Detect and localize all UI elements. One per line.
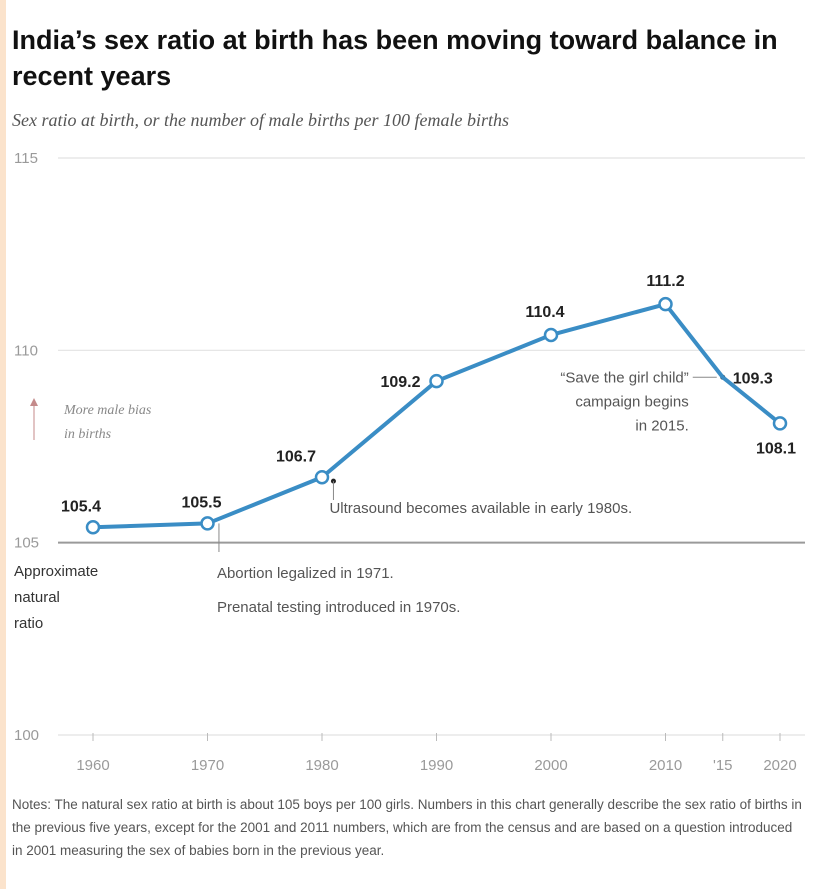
data-point-1990 <box>429 373 444 389</box>
bias-label-line: in births <box>64 427 112 442</box>
data-point-2020 <box>772 416 788 431</box>
data-label-2015: 109.3 <box>733 370 773 387</box>
gridlines <box>58 157 805 736</box>
series-line <box>91 302 782 530</box>
data-points <box>85 296 788 535</box>
data-label-1990: 109.2 <box>380 374 420 391</box>
chart-notes: Notes: The natural sex ratio at birth is… <box>12 797 802 858</box>
y-tick-label-105: 105 <box>14 535 39 552</box>
x-tick-label-1990: 1990 <box>420 757 453 774</box>
annotation-campaign-line: campaign begins <box>575 393 688 410</box>
x-tick-label-1980: 1980 <box>305 757 338 774</box>
annotations: Approximate natural ratio More male bias in … <box>14 369 726 632</box>
y-tick-label-100: 100 <box>14 727 39 744</box>
annotation-abortion: Abortion legalized in 1971. <box>217 565 394 582</box>
data-label-1970: 105.5 <box>181 494 221 511</box>
left-accent-strip <box>0 0 6 889</box>
series-line-group <box>91 302 782 530</box>
data-label-1980: 106.7 <box>276 448 316 465</box>
data-label-1960: 105.4 <box>61 498 101 515</box>
line-chart: 100 105 110 115 1960 1970 1980 1990 2000 2010 '15… <box>14 150 805 774</box>
x-tick-label-2020: 2020 <box>763 757 796 774</box>
annotation-campaign-line: “Save the girl child” <box>560 369 688 386</box>
chart-title: India’s sex ratio at birth has been movi… <box>12 25 778 91</box>
data-point-1980 <box>314 470 330 485</box>
chart-subtitle: Sex ratio at birth, or the number of mal… <box>12 110 509 130</box>
x-tick-label-1960: 1960 <box>76 757 109 774</box>
y-axis-ticks: 100 105 110 115 <box>14 150 39 744</box>
data-point-2010 <box>658 296 673 312</box>
data-point-1960 <box>85 520 101 535</box>
bias-label-line: More male bias <box>63 403 152 418</box>
data-label-2020: 108.1 <box>756 440 796 457</box>
data-label-2000: 110.4 <box>525 304 564 321</box>
x-axis-ticks: 1960 1970 1980 1990 2000 2010 '15 2020 <box>76 733 797 774</box>
y-tick-label-110: 110 <box>14 342 38 359</box>
x-tick-label-2000: 2000 <box>534 757 567 774</box>
natural-ratio-label-line: ratio <box>14 615 43 632</box>
data-label-2010: 111.2 <box>646 273 684 290</box>
natural-ratio-label-line: natural <box>14 589 60 606</box>
data-point-1970 <box>200 516 215 531</box>
bias-arrowhead-icon <box>30 398 38 406</box>
data-labels: 105.4 105.5 106.7 109.2 110.4 111.2 109.3 108.1 <box>61 273 796 515</box>
x-tick-label-2015: '15 <box>713 757 733 774</box>
x-tick-label-1970: 1970 <box>191 757 224 774</box>
y-tick-label-115: 115 <box>14 150 38 167</box>
annotation-ultrasound: Ultrasound becomes available in early 19… <box>329 500 632 517</box>
annotation-campaign-line: in 2015. <box>635 417 688 434</box>
annotation-prenatal: Prenatal testing introduced in 1970s. <box>217 599 461 616</box>
natural-ratio-label-line: Approximate <box>14 563 98 580</box>
x-tick-label-2010: 2010 <box>649 757 682 774</box>
data-point-2000 <box>543 327 559 343</box>
